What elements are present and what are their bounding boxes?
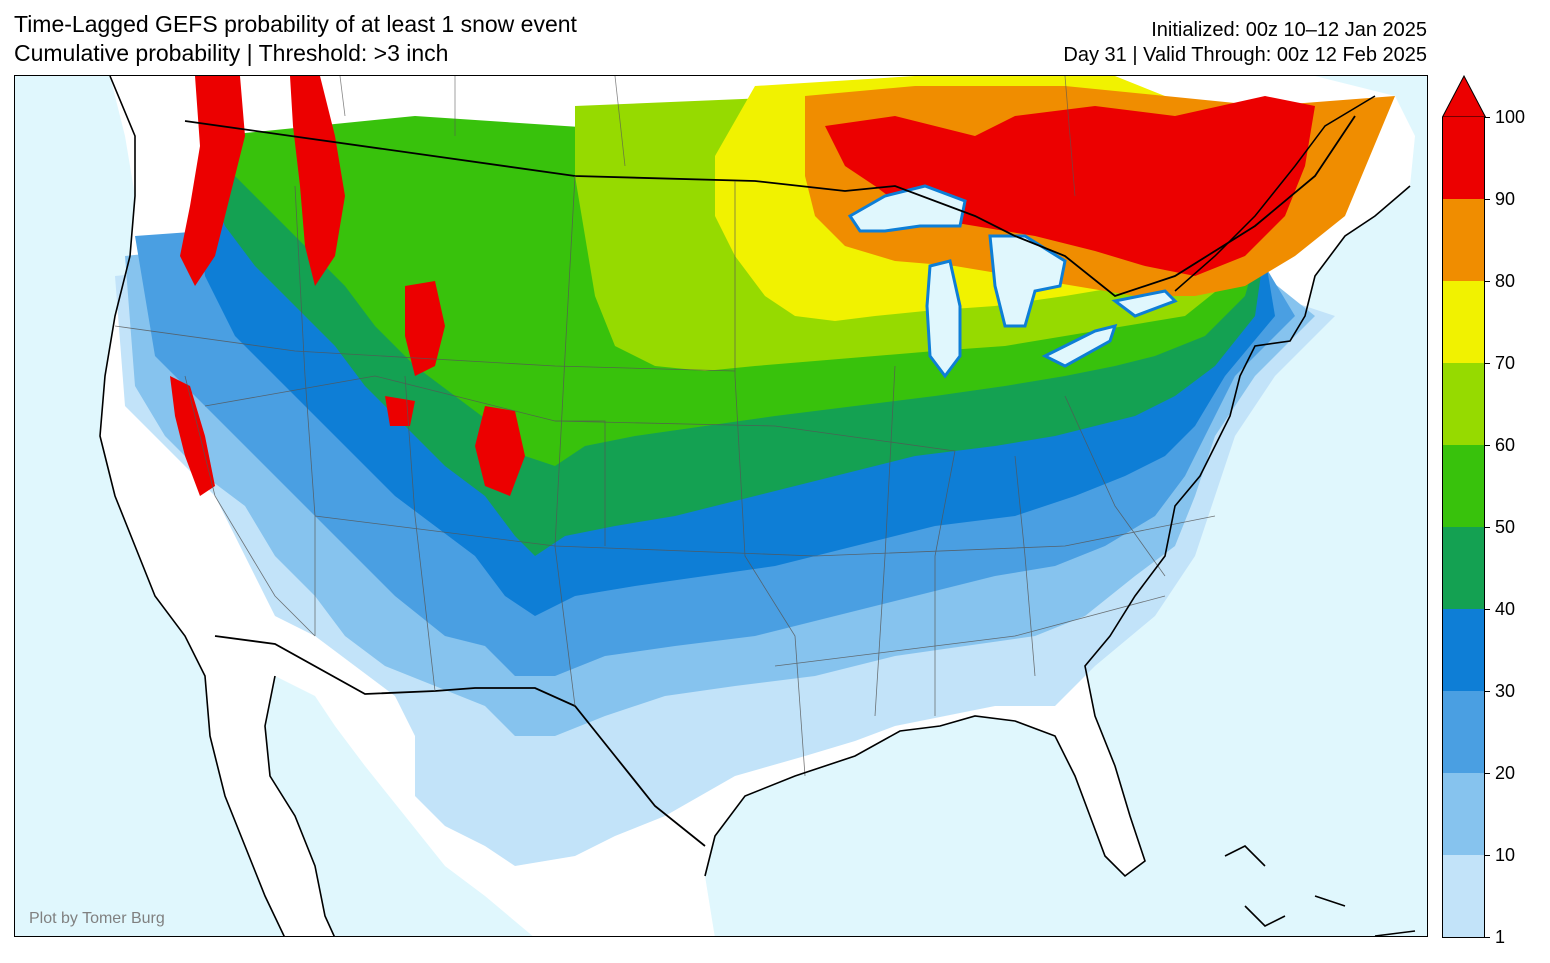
colorbar-tick	[1485, 117, 1490, 118]
colorbar-tick-label: 30	[1495, 681, 1516, 701]
colorbar-band-70-80	[1442, 281, 1485, 364]
state-lines	[114, 175, 1216, 777]
lake-michigan	[925, 259, 962, 379]
probability-map	[15, 76, 1427, 936]
band-90-100-wyoming	[385, 396, 415, 426]
colorbar-extend-arrow	[1442, 75, 1487, 117]
band-90-100-colorado	[475, 406, 525, 496]
colorbar-band-10-20	[1442, 773, 1485, 856]
band-90-100-east	[825, 96, 1315, 276]
colorbar-tick-label: 20	[1495, 763, 1516, 783]
band-90-100-west-coast	[170, 376, 215, 496]
colorbar-tick-label: 80	[1495, 271, 1516, 291]
coastline	[99, 76, 1416, 936]
colorbar-band-80-90	[1442, 199, 1485, 282]
st-lawrence-river	[1174, 95, 1376, 292]
band-90-100-northern-rockies	[290, 76, 345, 286]
colorbar-tick	[1485, 773, 1490, 774]
colorbar-band-60-70	[1442, 363, 1485, 446]
lake-huron	[988, 234, 1067, 328]
province-lines	[339, 76, 1076, 197]
colorbar-tick	[1485, 691, 1490, 692]
colorbar-tick-label: 50	[1495, 517, 1516, 537]
colorbar-tick-label: 90	[1495, 189, 1516, 209]
colorbar-band-20-30	[1442, 691, 1485, 774]
colorbar-tick-label: 60	[1495, 435, 1516, 455]
us-mexico-border	[214, 635, 706, 847]
band-90-100-idaho	[405, 281, 445, 376]
run-info: Initialized: 00z 10–12 Jan 2025 Day 31 |…	[1063, 18, 1427, 68]
colorbar-tick	[1485, 199, 1490, 200]
colorbar: 100 90 80 70 60 50 40 30 20 10 1	[1442, 75, 1542, 946]
probability-contours	[115, 76, 1395, 866]
title-block: Time-Lagged GEFS probability of at least…	[14, 10, 577, 68]
valid-through-label: Day 31 | Valid Through: 00z 12 Feb 2025	[1063, 44, 1427, 66]
colorbar-tick-label: 100	[1495, 107, 1526, 127]
colorbar-tick	[1485, 445, 1490, 446]
colorbar-band-40-50	[1442, 527, 1485, 610]
colorbar-tick-label: 70	[1495, 353, 1516, 373]
colorbar-tick-label: 1	[1495, 927, 1506, 947]
map-panel: Plot by Tomer Burg	[14, 75, 1428, 937]
initialized-label: Initialized: 00z 10–12 Jan 2025	[1151, 19, 1427, 41]
colorbar-band-50-60	[1442, 445, 1485, 528]
us-canada-border	[184, 115, 1356, 298]
colorbar-tick	[1485, 937, 1490, 938]
map-title: Time-Lagged GEFS probability of at least…	[14, 11, 577, 37]
colorbar-band-30-40	[1442, 609, 1485, 692]
colorbar-tick	[1485, 281, 1490, 282]
colorbar-tick-label: 10	[1495, 845, 1516, 865]
lake-ontario	[1111, 289, 1178, 318]
lake-superior	[847, 184, 967, 233]
band-90-100-cascades	[180, 76, 245, 286]
colorbar-tick	[1485, 363, 1490, 364]
lake-erie	[1041, 323, 1118, 368]
colorbar-tick-label: 40	[1495, 599, 1516, 619]
colorbar-tick	[1485, 527, 1490, 528]
plot-credit: Plot by Tomer Burg	[29, 910, 165, 927]
great-lakes	[847, 184, 1178, 379]
colorbar-tick	[1485, 855, 1490, 856]
map-subtitle: Cumulative probability | Threshold: >3 i…	[14, 40, 449, 66]
colorbar-band-1-10	[1442, 855, 1485, 938]
colorbar-tick	[1485, 609, 1490, 610]
colorbar-band-90-100	[1442, 117, 1485, 200]
